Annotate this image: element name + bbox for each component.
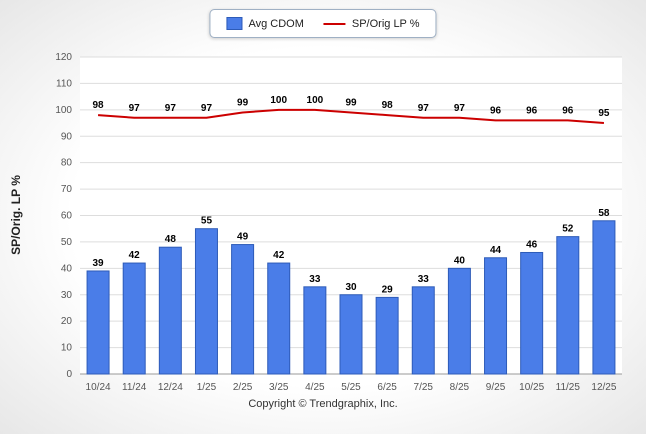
bar	[447, 267, 471, 375]
bar	[194, 228, 218, 375]
line-value-label: 95	[598, 108, 610, 119]
bar-value-label: 39	[93, 258, 105, 269]
bar	[520, 251, 544, 375]
x-tick-label: 11/24	[122, 382, 147, 393]
bar	[231, 244, 255, 375]
x-tick-label: 10/25	[519, 382, 544, 393]
x-tick-label: 8/25	[450, 382, 470, 393]
x-tick-label: 5/25	[341, 382, 361, 393]
x-tick-label: 10/24	[86, 382, 111, 393]
line-value-label: 98	[382, 100, 394, 111]
x-tick-label: 3/25	[269, 382, 289, 393]
bar-value-label: 55	[201, 216, 213, 227]
y-tick-label: 20	[61, 316, 73, 327]
bar-value-label: 58	[598, 208, 610, 219]
bar-value-label: 33	[309, 274, 321, 285]
bar-value-label: 40	[454, 255, 466, 266]
x-tick-label: 4/25	[305, 382, 325, 393]
line-value-label: 96	[526, 105, 538, 116]
line-value-label: 100	[270, 95, 287, 106]
bar	[303, 286, 327, 375]
y-tick-label: 40	[61, 263, 73, 274]
legend-item-avg-cdom: Avg CDOM	[226, 17, 304, 30]
y-tick-label: 70	[61, 184, 73, 195]
trend-line	[97, 108, 605, 125]
x-tick-label: 9/25	[486, 382, 506, 393]
x-tick-label: 12/25	[591, 382, 616, 393]
bar-value-label: 42	[129, 250, 141, 261]
copyright-text: Copyright © Trendgraphix, Inc.	[248, 398, 398, 410]
bar-value-label: 33	[418, 274, 430, 285]
y-tick-label: 80	[61, 158, 73, 169]
y-tick-label: 120	[55, 52, 72, 63]
y-tick-label: 50	[61, 237, 73, 248]
x-tick-label: 6/25	[377, 382, 397, 393]
bar-value-label: 44	[490, 245, 502, 256]
bar-value-label: 30	[345, 282, 357, 293]
bar-value-label: 42	[273, 250, 285, 261]
bar-value-label: 46	[526, 239, 538, 250]
x-tick-label: 11/25	[556, 382, 581, 393]
y-tick-label: 60	[61, 211, 73, 222]
y-tick-label: 30	[61, 290, 73, 301]
bar	[339, 294, 363, 375]
bar-value-label: 48	[165, 234, 177, 245]
bar	[158, 246, 182, 375]
line-value-label: 99	[345, 97, 357, 108]
bar	[556, 236, 580, 375]
line-value-label: 97	[129, 103, 141, 114]
line-value-label: 99	[237, 97, 249, 108]
bar	[267, 262, 291, 375]
bar	[592, 220, 616, 375]
line-value-label: 96	[562, 105, 574, 116]
legend-label-sp-orig-lp: SP/Orig LP %	[351, 17, 420, 30]
y-tick-label: 10	[61, 343, 73, 354]
line-value-label: 96	[490, 105, 502, 116]
bar-value-label: 52	[562, 224, 574, 235]
bar	[411, 286, 435, 375]
y-tick-label: 100	[55, 105, 72, 116]
bar-value-label: 49	[237, 232, 249, 243]
line-value-label: 98	[93, 100, 105, 111]
y-tick-label: 90	[61, 131, 73, 142]
avg-cdom-swatch-icon	[226, 17, 243, 30]
legend-label-avg-cdom: Avg CDOM	[248, 17, 304, 30]
legend: Avg CDOM SP/Orig LP %	[209, 9, 437, 38]
x-tick-label: 1/25	[197, 382, 217, 393]
sp-orig-lp-line-icon	[323, 22, 346, 25]
x-tick-label: 7/25	[414, 382, 434, 393]
x-tick-label: 2/25	[233, 382, 253, 393]
bar	[484, 257, 508, 375]
line-value-label: 100	[307, 95, 324, 106]
bar	[86, 270, 110, 375]
bar	[375, 296, 399, 375]
line-value-label: 97	[201, 103, 213, 114]
legend-item-sp-orig-lp: SP/Orig LP %	[323, 17, 420, 30]
line-value-label: 97	[165, 103, 177, 114]
y-tick-label: 0	[66, 369, 72, 380]
line-value-label: 97	[454, 103, 466, 114]
bar-value-label: 29	[382, 284, 394, 295]
y-tick-label: 110	[56, 78, 72, 89]
bar	[122, 262, 146, 375]
x-tick-label: 12/24	[158, 382, 183, 393]
line-value-label: 97	[418, 103, 430, 114]
